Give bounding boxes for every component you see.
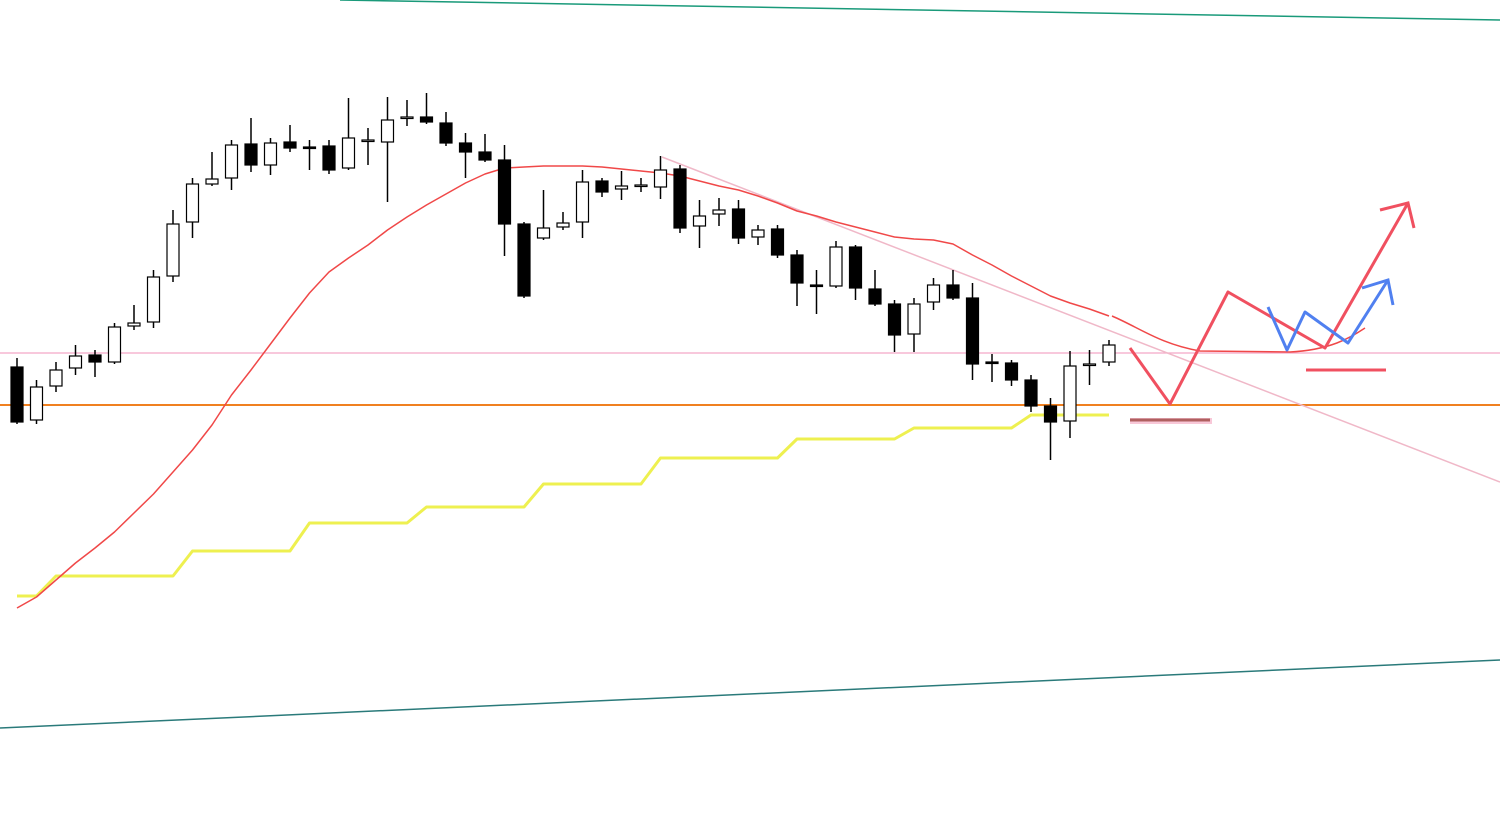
candle-body	[946, 284, 960, 299]
candle-body	[692, 215, 707, 227]
candle-body	[1063, 365, 1077, 422]
candle-body	[653, 169, 668, 188]
candle-body	[1024, 379, 1038, 407]
candle-body	[107, 326, 122, 363]
candle-body	[439, 122, 453, 144]
alt-projection-arrow	[1266, 279, 1390, 352]
candle-body	[127, 322, 141, 327]
candle-body	[185, 183, 200, 223]
candle-body	[536, 227, 551, 239]
candle-body	[907, 303, 921, 335]
candle-body	[731, 208, 746, 239]
projection-arrowhead	[1379, 201, 1416, 229]
candle-body	[146, 276, 161, 323]
candle-body	[361, 139, 375, 143]
candle-body	[497, 159, 512, 225]
candle-body	[49, 369, 63, 387]
ma-projection	[1111, 315, 1366, 353]
projection-arrow	[1128, 202, 1410, 406]
candle-body	[380, 119, 395, 143]
candle-body	[887, 303, 902, 336]
candle-body	[341, 137, 356, 169]
candle-body	[419, 116, 434, 123]
candle-body	[790, 254, 804, 284]
candle-body	[926, 284, 941, 303]
step-line	[17, 413, 1109, 598]
candle-body	[556, 222, 570, 228]
candle-body	[712, 209, 726, 215]
candle-body	[478, 151, 492, 161]
alt-projection-arrowhead	[1361, 278, 1395, 306]
channel-bottom	[0, 659, 1500, 729]
candle-body	[965, 297, 980, 365]
candle-body	[68, 355, 83, 369]
candle-body	[595, 180, 609, 193]
candle-body	[302, 146, 317, 150]
candle-body	[1043, 405, 1058, 423]
candle-body	[458, 142, 473, 153]
candle-body	[634, 184, 648, 188]
candle-body	[809, 284, 824, 288]
series-layer	[10, 93, 1116, 609]
candle-body	[868, 288, 882, 305]
candle-body	[575, 181, 590, 223]
candle-body	[29, 386, 44, 421]
moving-average	[16, 165, 1110, 609]
candle-body	[614, 185, 629, 190]
channel-top	[339, 0, 1500, 21]
candle-body	[166, 223, 180, 277]
trend-line	[661, 156, 1500, 483]
candle-body	[985, 361, 999, 365]
candle-body	[400, 116, 414, 120]
candle-body	[263, 142, 278, 166]
candle-body	[205, 178, 219, 185]
candle-body	[224, 144, 239, 179]
candle-body	[751, 229, 765, 238]
candle-body	[829, 246, 843, 287]
candle-body	[88, 354, 102, 363]
candle-body	[244, 143, 258, 166]
candle-body	[770, 228, 785, 256]
candle-body	[673, 168, 687, 229]
candle-body	[1082, 363, 1097, 367]
candle-body	[848, 246, 863, 289]
candle-body	[322, 145, 336, 171]
candle-body	[517, 223, 531, 297]
candle-body	[1102, 344, 1116, 363]
candle-body	[283, 141, 297, 149]
candle-body	[1004, 362, 1019, 381]
candle-body	[10, 366, 24, 423]
